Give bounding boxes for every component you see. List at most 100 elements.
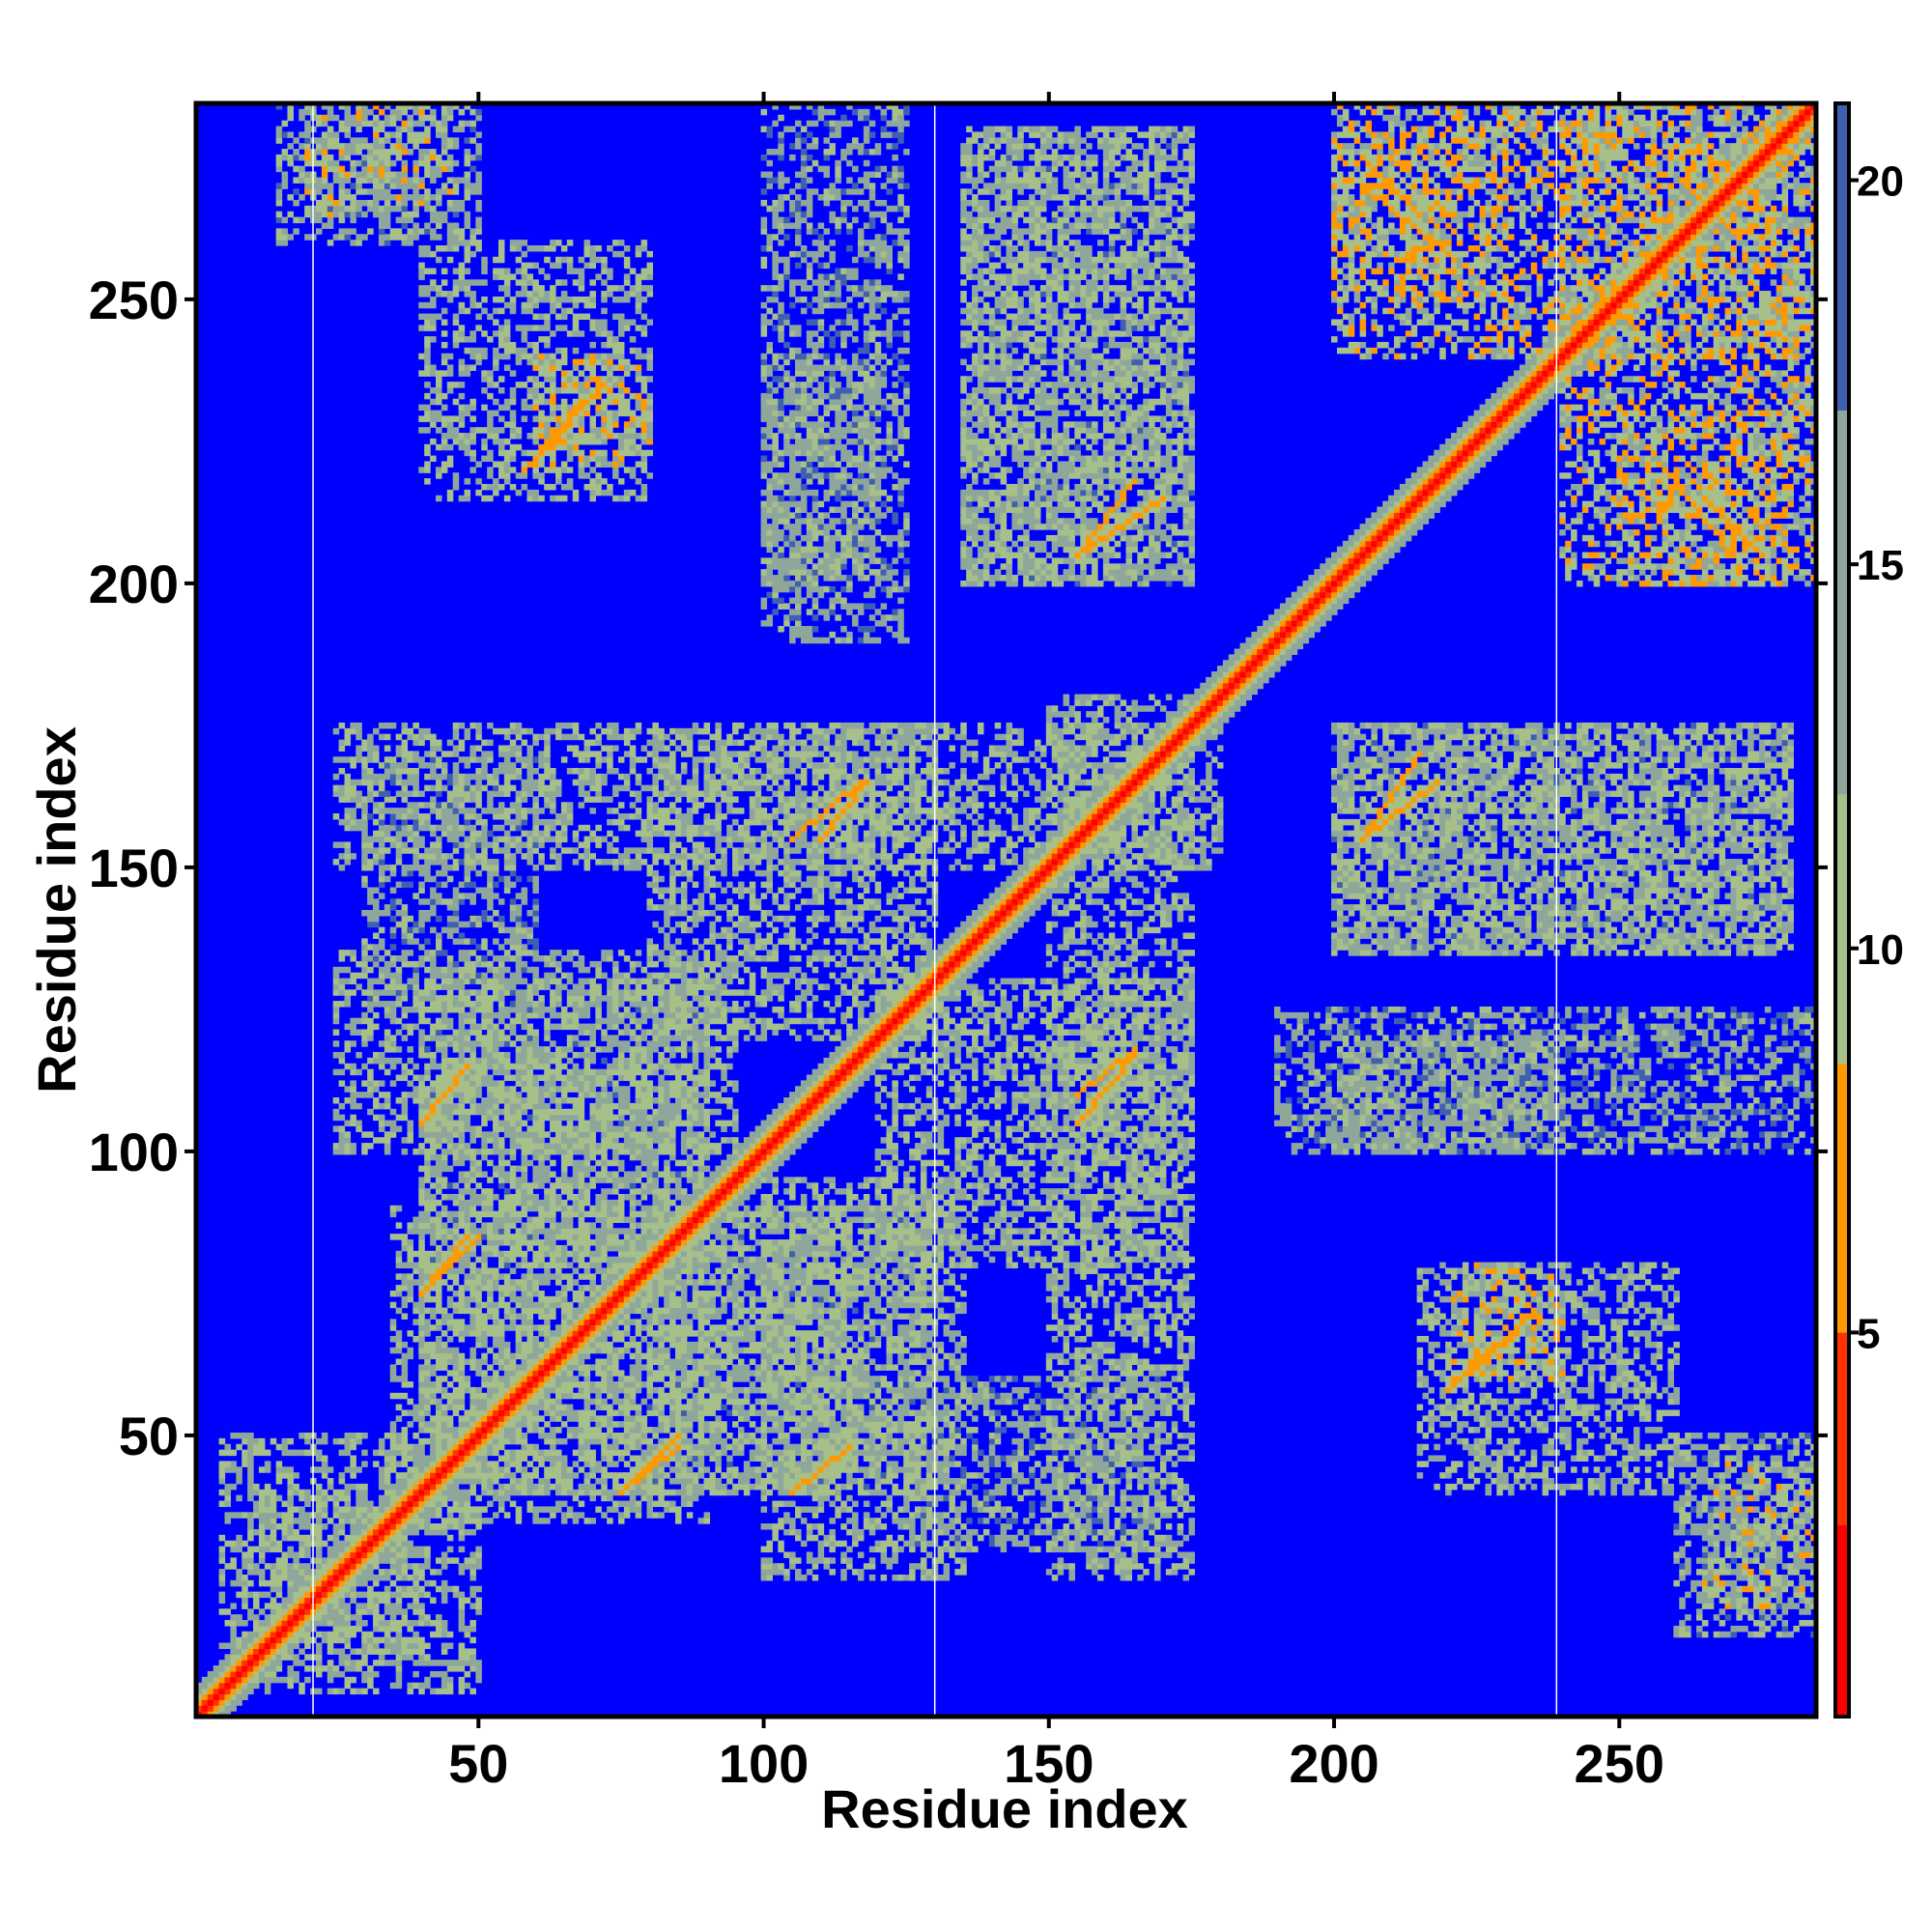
heatmap-cell <box>293 1506 299 1512</box>
heatmap-cell <box>384 137 391 143</box>
heatmap-cell <box>287 1603 294 1608</box>
heatmap-cell <box>493 354 499 359</box>
heatmap-cell <box>384 796 391 802</box>
heatmap-cell <box>361 762 368 768</box>
heatmap-cell <box>459 1506 466 1512</box>
heatmap-cell <box>498 1336 505 1342</box>
heatmap-cell <box>339 1478 346 1484</box>
heatmap-cell <box>430 1569 437 1575</box>
heatmap-cell <box>516 1035 523 1040</box>
heatmap-cell <box>481 831 488 837</box>
heatmap-cell <box>447 1557 454 1563</box>
heatmap-cell <box>532 1263 539 1268</box>
heatmap-cell <box>481 1222 488 1228</box>
heatmap-cell <box>522 1160 528 1166</box>
heatmap-cell <box>436 1040 442 1046</box>
heatmap-cell <box>345 1547 352 1552</box>
heatmap-cell <box>367 841 374 847</box>
heatmap-cell <box>526 1285 533 1291</box>
heatmap-cell <box>526 1024 533 1030</box>
heatmap-cell <box>510 1182 517 1188</box>
heatmap-cell <box>418 1381 425 1387</box>
heatmap-cell <box>465 1415 471 1421</box>
heatmap-cell <box>436 870 442 876</box>
heatmap-cell <box>350 1080 356 1086</box>
heatmap-cell <box>367 1109 374 1115</box>
heatmap-cell <box>390 1206 397 1211</box>
heatmap-cell <box>424 314 431 320</box>
heatmap-cell <box>361 1660 368 1665</box>
heatmap-cell <box>522 933 528 939</box>
heatmap-cell <box>361 1557 368 1563</box>
heatmap-cell <box>418 1364 425 1370</box>
heatmap-cell <box>390 723 397 728</box>
heatmap-cell <box>316 1495 323 1501</box>
heatmap-cell <box>424 853 431 859</box>
heatmap-cell <box>493 1149 499 1154</box>
heatmap-cell <box>355 1466 362 1472</box>
heatmap-cell <box>361 1143 368 1149</box>
heatmap-cell <box>516 1466 523 1472</box>
heatmap-cell <box>253 1626 260 1632</box>
heatmap-cell <box>287 1490 294 1495</box>
heatmap-cell <box>498 1438 505 1444</box>
heatmap-cell <box>407 1444 413 1450</box>
heatmap-cell <box>225 1671 232 1677</box>
heatmap-cell <box>430 973 437 979</box>
heatmap-cell <box>424 251 431 257</box>
heatmap-cell <box>333 983 340 989</box>
heatmap-cell <box>293 1569 299 1575</box>
heatmap-cell <box>475 1551 482 1557</box>
heatmap-cell <box>522 285 528 291</box>
heatmap-cell <box>522 927 528 933</box>
heatmap-cell <box>453 1427 460 1433</box>
heatmap-cell <box>453 1273 460 1279</box>
heatmap-cell <box>510 1484 517 1490</box>
heatmap-cell <box>287 1535 294 1541</box>
heatmap-cell <box>504 1273 511 1279</box>
heatmap-cell <box>304 177 311 183</box>
heatmap-cell <box>481 1285 488 1291</box>
heatmap-cell <box>436 188 442 194</box>
heatmap-cell <box>402 831 409 837</box>
heatmap-cell <box>493 780 499 785</box>
heatmap-cell <box>361 882 368 888</box>
heatmap-cell <box>242 1586 247 1592</box>
heatmap-cell <box>475 859 482 865</box>
heatmap-cell <box>418 1234 425 1239</box>
heatmap-cell <box>510 421 517 427</box>
heatmap-cell <box>355 1620 362 1626</box>
heatmap-cell <box>350 813 356 819</box>
heatmap-cell <box>339 853 346 859</box>
heatmap-cell <box>396 131 403 137</box>
heatmap-cell <box>441 1671 448 1677</box>
heatmap-cell <box>339 166 346 172</box>
heatmap-cell <box>469 1359 476 1365</box>
heatmap-cell <box>293 177 299 183</box>
heatmap-cell <box>469 1024 476 1030</box>
heatmap-cell <box>298 1450 305 1456</box>
heatmap-cell <box>487 740 494 746</box>
heatmap-cell <box>424 370 431 376</box>
heatmap-cell <box>412 853 419 859</box>
heatmap-cell <box>453 819 460 825</box>
heatmap-cell <box>412 160 419 166</box>
heatmap-cell <box>447 989 454 995</box>
heatmap-cell <box>465 859 471 865</box>
heatmap-cell <box>526 1296 533 1302</box>
heatmap-cell <box>522 1069 528 1075</box>
heatmap-cell <box>493 257 499 263</box>
heatmap-cell <box>402 1342 409 1348</box>
heatmap-cell <box>516 904 523 910</box>
heatmap-cell <box>396 910 403 916</box>
heatmap-cell <box>436 200 442 206</box>
heatmap-cell <box>253 1620 260 1626</box>
heatmap-cell <box>487 1314 494 1320</box>
heatmap-cell <box>475 1433 482 1438</box>
heatmap-cell <box>498 1234 505 1239</box>
heatmap-cell <box>333 859 340 865</box>
heatmap-cell <box>418 728 425 734</box>
heatmap-cell <box>247 1472 254 1478</box>
heatmap-cell <box>339 1563 346 1569</box>
heatmap-cell <box>304 1632 311 1637</box>
